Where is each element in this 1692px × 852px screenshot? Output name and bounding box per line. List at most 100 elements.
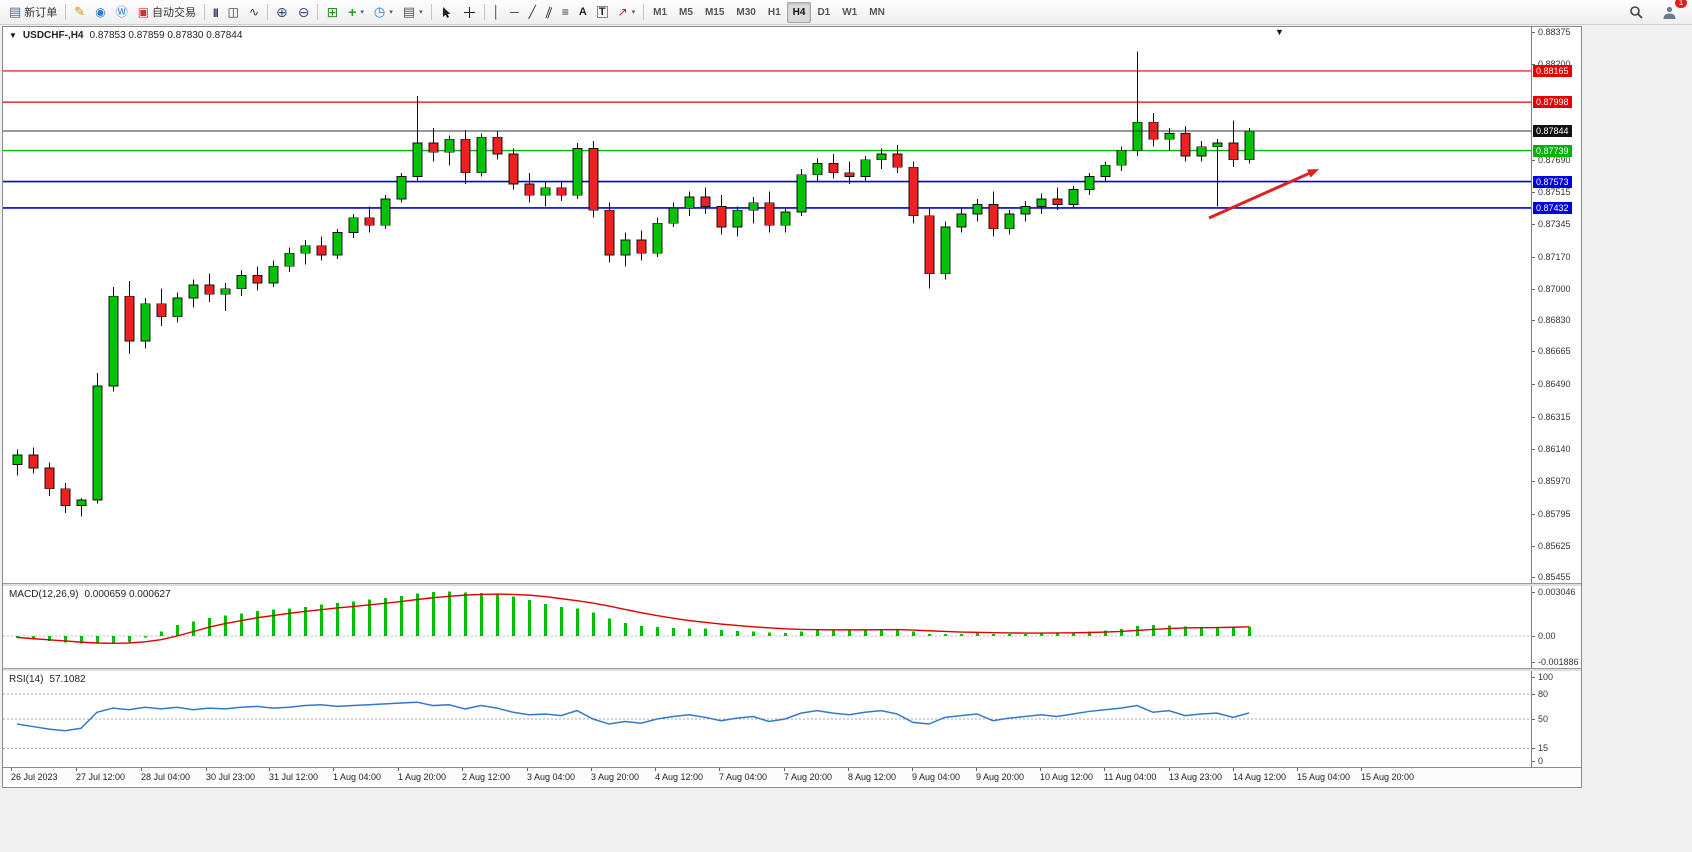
- time-label: 7 Aug 04:00: [719, 772, 768, 782]
- timeframe-mn-button[interactable]: MN: [869, 6, 885, 18]
- text-button[interactable]: A: [574, 1, 592, 24]
- rsi-scale[interactable]: 100 80 50 15 0: [1531, 671, 1580, 767]
- trendline-button[interactable]: ╱: [524, 1, 541, 24]
- macd-tick: -0.001886: [1532, 657, 1579, 667]
- time-label: 3 Aug 04:00: [527, 772, 576, 782]
- search-icon: [1630, 5, 1643, 19]
- line-chart-type-button[interactable]: ∿: [244, 1, 264, 24]
- time-label: 1 Aug 04:00: [333, 772, 382, 782]
- mql5-web-button[interactable]: Ⓦ: [111, 1, 133, 24]
- time-tick: [527, 768, 528, 771]
- user-notifications-button[interactable]: 1: [1657, 0, 1687, 24]
- macd-tick: 0.003046: [1532, 587, 1576, 597]
- price-flag: 0.87432: [1533, 201, 1572, 214]
- price-tick: 0.86830: [1532, 315, 1571, 325]
- textA-icon: A: [578, 6, 587, 18]
- tile-icon: ⊞: [326, 4, 339, 20]
- macd-scale[interactable]: 0.003046 0.00 -0.001886: [1531, 586, 1580, 668]
- candle-chart-type-button[interactable]: ◫: [223, 1, 244, 24]
- timeframe-d1-button[interactable]: D1: [817, 6, 831, 18]
- price-tick: 0.88375: [1532, 27, 1571, 37]
- panel-splitter[interactable]: [3, 668, 1581, 671]
- user-icon: [1663, 6, 1676, 19]
- price-tick: 0.85455: [1532, 572, 1571, 582]
- price-tick: 0.86140: [1532, 444, 1571, 454]
- time-tick: [1104, 768, 1105, 771]
- chart-window: ▼ USDCHF-,H4 0.87853 0.87859 0.87830 0.8…: [2, 26, 1582, 788]
- bar-chart-type-button[interactable]: |||: [208, 1, 223, 24]
- macd-canvas[interactable]: MACD(12,26,9) 0.000659 0.000627: [3, 586, 1531, 668]
- chevron-down-icon: ▾: [360, 9, 364, 16]
- bars-icon: |||: [213, 7, 218, 17]
- label-button[interactable]: T: [592, 1, 613, 24]
- price-chart-panel: ▼ USDCHF-,H4 0.87853 0.87859 0.87830 0.8…: [3, 27, 1581, 583]
- price-tick: 0.87690: [1532, 155, 1571, 165]
- zoom-out-icon: ⊖: [297, 4, 310, 20]
- time-label: 3 Aug 20:00: [591, 772, 640, 782]
- toolbar-separator: [267, 4, 269, 20]
- community-chat-button[interactable]: ◉: [90, 1, 110, 24]
- new-order-icon: ▤: [9, 4, 22, 19]
- clock-icon: ◷: [373, 4, 386, 19]
- time-tick: [141, 768, 142, 771]
- ohlc-values: 0.87853 0.87859 0.87830 0.87844: [89, 30, 243, 41]
- toolbar-separator: [317, 4, 319, 20]
- macd-title: MACD(12,26,9) 0.000659 0.000627: [9, 589, 171, 600]
- fibonacci-button[interactable]: ≡: [557, 1, 574, 24]
- time-axis[interactable]: 26 Jul 2023 27 Jul 12:00 28 Jul 04:00 30 Ju…: [3, 767, 1581, 785]
- search-button[interactable]: [1624, 1, 1649, 24]
- timeframe-h1-button[interactable]: H1: [767, 6, 781, 18]
- price-chart-canvas[interactable]: ▼ USDCHF-,H4 0.87853 0.87859 0.87830 0.8…: [3, 27, 1531, 583]
- toolbar-right-group: 1: [1624, 0, 1688, 24]
- zoom-out-button[interactable]: ⊖: [293, 1, 315, 24]
- templates-button[interactable]: ▤ ▾: [398, 1, 428, 24]
- crosshair-icon: [463, 6, 475, 18]
- chart-shift-marker-icon[interactable]: ▼: [1275, 27, 1284, 37]
- time-tick: [655, 768, 656, 771]
- crosshair-button[interactable]: [458, 1, 481, 24]
- rsi-panel: RSI(14) 57.1082 100 80 50 15 0: [3, 671, 1581, 767]
- timeframe-m1-button[interactable]: M1: [653, 6, 668, 18]
- algo-trading-button[interactable]: ▣ 自动交易: [133, 1, 201, 24]
- price-scale[interactable]: 0.88375 0.88200 0.87690 0.87515 0.87345 0.871…: [1531, 27, 1580, 583]
- time-label: 13 Aug 23:00: [1169, 772, 1223, 782]
- time-label: 2 Aug 12:00: [462, 772, 511, 782]
- fibo-icon: ≡: [561, 5, 569, 19]
- timeframe-m30-button[interactable]: M30: [736, 6, 756, 18]
- horizontal-line-button[interactable]: ─: [505, 1, 524, 24]
- price-tick: 0.85625: [1532, 541, 1571, 551]
- periods-button[interactable]: ◷ ▾: [369, 1, 398, 24]
- metaeditor-button[interactable]: ✎: [69, 1, 90, 24]
- hline-icon: ─: [510, 5, 519, 19]
- macd-tick: 0.00: [1532, 631, 1556, 641]
- time-label: 10 Aug 12:00: [1040, 772, 1094, 782]
- timeframe-w1-button[interactable]: W1: [842, 6, 858, 18]
- algo-trading-button-label: 自动交易: [152, 7, 197, 19]
- price-flag: 0.87573: [1533, 175, 1572, 188]
- timeframe-h4-button[interactable]: H4: [786, 1, 812, 23]
- timeframe-m15-button[interactable]: M15: [704, 6, 725, 18]
- time-label: 15 Aug 20:00: [1361, 772, 1415, 782]
- channel-button[interactable]: ∥: [541, 1, 557, 24]
- price-tick: 0.87000: [1532, 284, 1571, 294]
- tile-windows-button[interactable]: ⊞: [321, 1, 343, 24]
- chevron-down-icon: ▾: [631, 9, 636, 16]
- channel-icon: ∥: [543, 4, 555, 20]
- vline-icon: │: [492, 5, 501, 19]
- template-icon: ▤: [402, 4, 416, 19]
- rsi-canvas[interactable]: RSI(14) 57.1082: [3, 671, 1531, 767]
- arrows-button[interactable]: ↗ ▾: [613, 1, 641, 24]
- collapse-triangle-icon[interactable]: ▼: [9, 31, 17, 40]
- new-order-button[interactable]: ▤ 新订单: [4, 1, 62, 24]
- panel-splitter[interactable]: [3, 583, 1581, 586]
- linechart-icon: ∿: [248, 5, 260, 19]
- time-tick: [462, 768, 463, 771]
- zoom-in-button[interactable]: ⊕: [271, 1, 293, 24]
- timeframe-m5-button[interactable]: M5: [679, 6, 693, 18]
- toolbar-separator: [430, 4, 432, 20]
- indicators-button[interactable]: + ▾: [343, 1, 369, 24]
- time-tick: [1169, 768, 1170, 771]
- vertical-line-button[interactable]: │: [488, 1, 506, 24]
- time-label: 26 Jul 2023: [11, 772, 58, 782]
- cursor-button[interactable]: [435, 1, 458, 24]
